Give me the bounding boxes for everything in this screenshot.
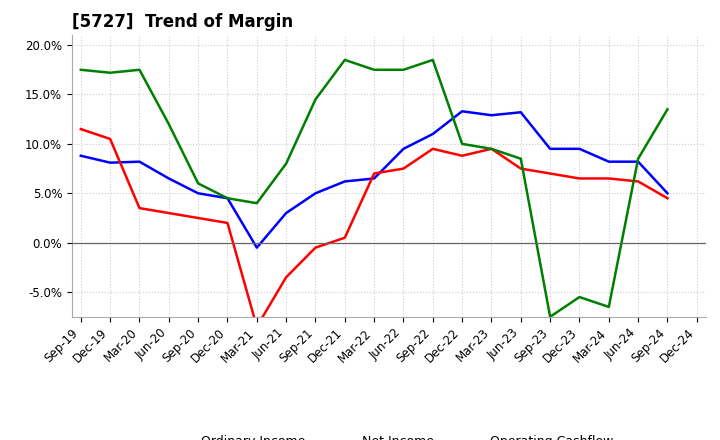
Ordinary Income	[341, 179, 349, 184]
Net Income	[487, 146, 496, 151]
Ordinary Income	[164, 176, 173, 181]
Ordinary Income	[253, 245, 261, 250]
Net Income	[458, 153, 467, 158]
Line: Ordinary Income: Ordinary Income	[81, 111, 667, 248]
Net Income	[399, 166, 408, 171]
Ordinary Income	[663, 191, 672, 196]
Ordinary Income	[487, 113, 496, 118]
Operating Cashflow	[106, 70, 114, 75]
Net Income	[76, 126, 85, 132]
Operating Cashflow	[575, 294, 584, 300]
Operating Cashflow	[282, 161, 290, 166]
Net Income	[164, 210, 173, 216]
Operating Cashflow	[341, 57, 349, 62]
Ordinary Income	[634, 159, 642, 164]
Legend: Ordinary Income, Net Income, Operating Cashflow: Ordinary Income, Net Income, Operating C…	[159, 430, 618, 440]
Line: Net Income: Net Income	[81, 129, 667, 326]
Ordinary Income	[605, 159, 613, 164]
Net Income	[311, 245, 320, 250]
Operating Cashflow	[428, 57, 437, 62]
Operating Cashflow	[135, 67, 144, 73]
Ordinary Income	[575, 146, 584, 151]
Net Income	[135, 205, 144, 211]
Operating Cashflow	[458, 141, 467, 147]
Text: [5727]  Trend of Margin: [5727] Trend of Margin	[72, 13, 293, 31]
Ordinary Income	[135, 159, 144, 164]
Operating Cashflow	[516, 156, 525, 161]
Operating Cashflow	[311, 97, 320, 102]
Net Income	[223, 220, 232, 226]
Net Income	[516, 166, 525, 171]
Ordinary Income	[370, 176, 379, 181]
Ordinary Income	[311, 191, 320, 196]
Operating Cashflow	[164, 121, 173, 127]
Operating Cashflow	[546, 314, 554, 319]
Net Income	[253, 324, 261, 329]
Operating Cashflow	[487, 146, 496, 151]
Net Income	[634, 179, 642, 184]
Net Income	[546, 171, 554, 176]
Operating Cashflow	[399, 67, 408, 73]
Net Income	[106, 136, 114, 142]
Ordinary Income	[516, 110, 525, 115]
Net Income	[428, 146, 437, 151]
Operating Cashflow	[223, 196, 232, 201]
Operating Cashflow	[370, 67, 379, 73]
Net Income	[663, 196, 672, 201]
Ordinary Income	[194, 191, 202, 196]
Ordinary Income	[428, 132, 437, 137]
Operating Cashflow	[194, 181, 202, 186]
Ordinary Income	[223, 196, 232, 201]
Operating Cashflow	[634, 156, 642, 161]
Net Income	[605, 176, 613, 181]
Operating Cashflow	[605, 304, 613, 310]
Net Income	[370, 171, 379, 176]
Ordinary Income	[282, 210, 290, 216]
Line: Operating Cashflow: Operating Cashflow	[81, 60, 667, 317]
Net Income	[341, 235, 349, 240]
Ordinary Income	[76, 153, 85, 158]
Net Income	[575, 176, 584, 181]
Ordinary Income	[106, 160, 114, 165]
Net Income	[194, 215, 202, 220]
Operating Cashflow	[253, 201, 261, 206]
Operating Cashflow	[76, 67, 85, 73]
Operating Cashflow	[663, 106, 672, 112]
Ordinary Income	[546, 146, 554, 151]
Net Income	[282, 275, 290, 280]
Ordinary Income	[458, 109, 467, 114]
Ordinary Income	[399, 146, 408, 151]
